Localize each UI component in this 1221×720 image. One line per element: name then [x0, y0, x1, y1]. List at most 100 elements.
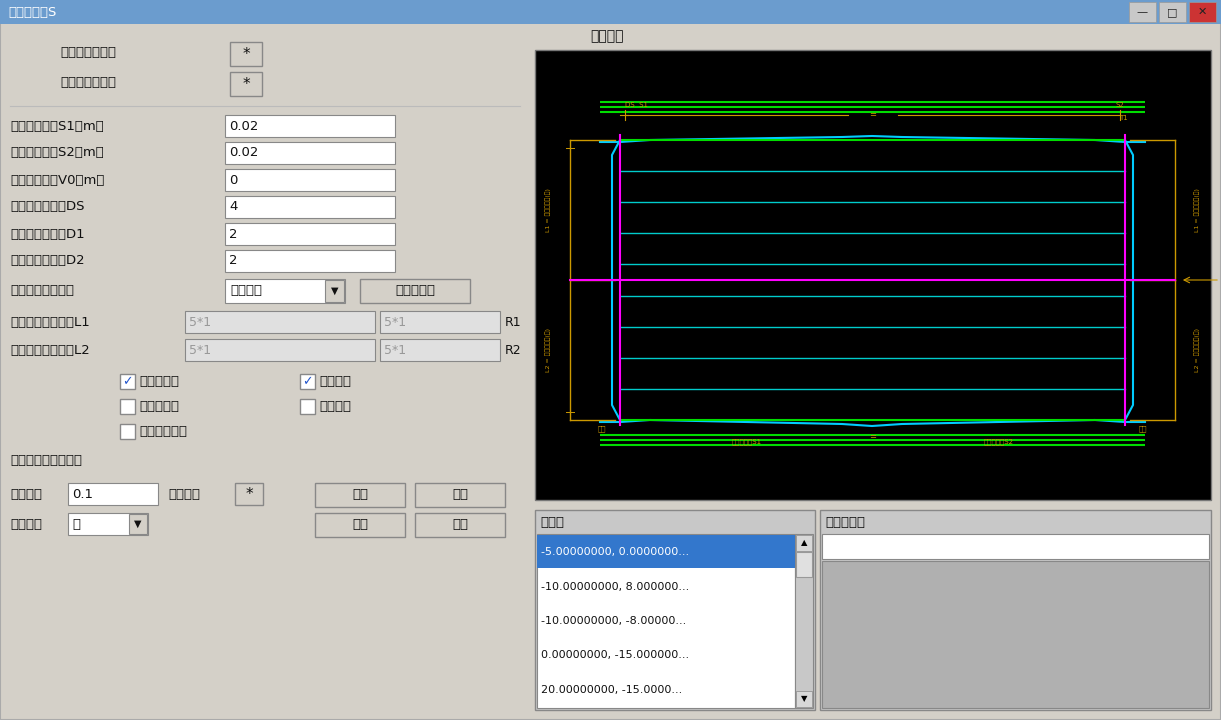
Text: 左右标注偏移值DS: 左右标注偏移值DS [10, 200, 84, 214]
Text: 5*1: 5*1 [383, 343, 407, 356]
FancyBboxPatch shape [325, 280, 344, 302]
Text: ✕: ✕ [1198, 7, 1208, 17]
FancyBboxPatch shape [821, 510, 1211, 710]
Text: 绘制起始线: 绘制起始线 [139, 400, 179, 413]
Text: 中孔: 中孔 [598, 425, 607, 431]
Text: 米: 米 [72, 518, 81, 531]
FancyBboxPatch shape [796, 552, 812, 577]
FancyBboxPatch shape [537, 535, 795, 568]
Text: 5*1: 5*1 [189, 343, 211, 356]
Text: 打开: 打开 [352, 518, 368, 531]
FancyBboxPatch shape [68, 513, 148, 535]
FancyBboxPatch shape [0, 0, 1221, 24]
Text: -10.00000000, -8.00000...: -10.00000000, -8.00000... [541, 616, 686, 626]
Text: L1 = 空心板宽度(上): L1 = 空心板宽度(上) [1194, 188, 1200, 232]
Text: T1: T1 [1118, 115, 1128, 121]
Text: 梁起始线偏移V0（m）: 梁起始线偏移V0（m） [10, 174, 104, 186]
Text: 左分孔线距离S1（m）: 左分孔线距离S1（m） [10, 120, 104, 132]
Text: ▼: ▼ [331, 286, 338, 296]
Text: 确定: 确定 [352, 488, 368, 502]
Text: 说明：输入单位米。: 说明：输入单位米。 [10, 454, 82, 467]
Text: ▼: ▼ [801, 695, 807, 703]
Text: =: = [869, 110, 875, 120]
FancyBboxPatch shape [300, 374, 315, 389]
FancyBboxPatch shape [537, 534, 795, 708]
FancyBboxPatch shape [225, 279, 346, 303]
Text: L2 = 空心板宽度(下): L2 = 空心板宽度(下) [546, 328, 551, 372]
Text: 划板输入方式定义: 划板输入方式定义 [10, 284, 74, 297]
Text: S2: S2 [1115, 102, 1123, 108]
Text: 0: 0 [230, 174, 237, 186]
FancyBboxPatch shape [120, 399, 136, 414]
Text: 空心板宽度（下）L2: 空心板宽度（下）L2 [10, 343, 90, 356]
Text: 2: 2 [230, 228, 238, 240]
FancyBboxPatch shape [380, 339, 501, 361]
FancyBboxPatch shape [315, 483, 405, 507]
Text: 4: 4 [230, 200, 237, 214]
Text: *: * [242, 76, 250, 91]
Text: 5*1: 5*1 [383, 315, 407, 328]
Text: —: — [1137, 7, 1148, 17]
Text: 中孔: 中孔 [1139, 425, 1148, 431]
FancyBboxPatch shape [360, 279, 470, 303]
FancyBboxPatch shape [796, 691, 812, 707]
FancyBboxPatch shape [225, 196, 396, 218]
FancyBboxPatch shape [535, 50, 1211, 500]
Text: 5*1: 5*1 [189, 315, 211, 328]
FancyBboxPatch shape [1129, 2, 1156, 22]
FancyBboxPatch shape [535, 510, 814, 710]
Text: 0.02: 0.02 [230, 120, 259, 132]
FancyBboxPatch shape [315, 513, 405, 537]
FancyBboxPatch shape [234, 483, 263, 505]
Text: 自动布置: 自动布置 [230, 284, 263, 297]
FancyBboxPatch shape [1159, 2, 1186, 22]
Text: 出图比例: 出图比例 [10, 487, 42, 500]
Text: 0.02: 0.02 [230, 146, 259, 160]
Text: ✓: ✓ [122, 375, 133, 388]
Text: 斜向标注: 斜向标注 [319, 400, 350, 413]
Text: DS  S1: DS S1 [625, 102, 648, 108]
Text: 空心板宽度S2: 空心板宽度S2 [984, 438, 1013, 445]
Text: 0.1: 0.1 [72, 487, 93, 500]
Text: R2: R2 [505, 343, 521, 356]
FancyBboxPatch shape [380, 311, 501, 333]
FancyBboxPatch shape [68, 483, 158, 505]
FancyBboxPatch shape [186, 339, 375, 361]
FancyBboxPatch shape [300, 399, 315, 414]
FancyBboxPatch shape [1189, 2, 1216, 22]
Text: ▲: ▲ [801, 539, 807, 547]
Text: 右分孔线距离S2（m）: 右分孔线距离S2（m） [10, 146, 104, 160]
FancyBboxPatch shape [120, 374, 136, 389]
Text: 图形尺寸: 图形尺寸 [10, 518, 42, 531]
Text: 空心板划板S: 空心板划板S [9, 6, 56, 19]
Text: ✓: ✓ [303, 375, 313, 388]
Text: -10.00000000, 8.000000...: -10.00000000, 8.000000... [541, 582, 689, 592]
Text: *: * [242, 47, 250, 61]
Text: 导入划板线: 导入划板线 [396, 284, 435, 297]
Text: ▼: ▼ [134, 519, 142, 529]
Text: 边界线: 边界线 [540, 516, 564, 529]
Text: 2: 2 [230, 254, 238, 268]
FancyBboxPatch shape [129, 514, 147, 534]
Text: 悬臂标注上移值D1: 悬臂标注上移值D1 [10, 228, 84, 240]
FancyBboxPatch shape [230, 72, 263, 96]
FancyBboxPatch shape [225, 223, 396, 245]
Text: 旋转至水平: 旋转至水平 [139, 375, 179, 388]
Text: 保存: 保存 [452, 518, 468, 531]
Text: 绘布板图: 绘布板图 [168, 487, 200, 500]
Text: 空心板宽度（上）L1: 空心板宽度（上）L1 [10, 315, 90, 328]
Text: 20.00000000, -15.0000...: 20.00000000, -15.0000... [541, 685, 683, 695]
Text: 0.00000000, -15.000000...: 0.00000000, -15.000000... [541, 650, 689, 660]
Text: □: □ [1167, 7, 1178, 17]
Text: 用户划板线: 用户划板线 [825, 516, 864, 529]
FancyBboxPatch shape [186, 311, 375, 333]
FancyBboxPatch shape [795, 534, 813, 708]
Text: L1 = 空心板宽度(上): L1 = 空心板宽度(上) [546, 188, 551, 232]
Text: L2 = 空心板宽度(下): L2 = 空心板宽度(下) [1194, 328, 1200, 372]
FancyBboxPatch shape [225, 169, 396, 191]
Text: 选择结构定义线: 选择结构定义线 [60, 45, 116, 58]
FancyBboxPatch shape [225, 142, 396, 164]
FancyBboxPatch shape [225, 250, 396, 272]
Text: R1: R1 [505, 315, 521, 328]
Text: 图形显示: 图形显示 [590, 29, 624, 43]
